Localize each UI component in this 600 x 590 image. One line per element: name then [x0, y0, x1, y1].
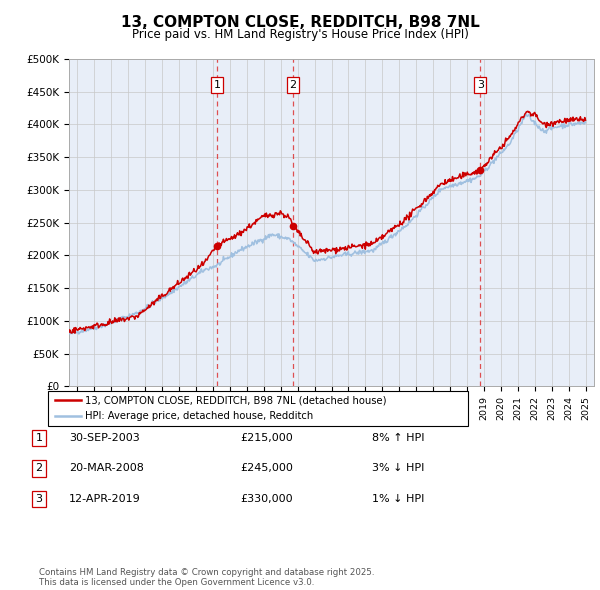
Text: Price paid vs. HM Land Registry's House Price Index (HPI): Price paid vs. HM Land Registry's House …	[131, 28, 469, 41]
Text: HPI: Average price, detached house, Redditch: HPI: Average price, detached house, Redd…	[85, 411, 313, 421]
Text: 1% ↓ HPI: 1% ↓ HPI	[372, 494, 424, 504]
Text: 1: 1	[214, 80, 221, 90]
Text: 8% ↑ HPI: 8% ↑ HPI	[372, 433, 425, 442]
Text: 13, COMPTON CLOSE, REDDITCH, B98 7NL: 13, COMPTON CLOSE, REDDITCH, B98 7NL	[121, 15, 479, 30]
Text: Contains HM Land Registry data © Crown copyright and database right 2025.
This d: Contains HM Land Registry data © Crown c…	[39, 568, 374, 587]
Text: 2: 2	[289, 80, 296, 90]
Text: 3: 3	[35, 494, 43, 504]
Text: £330,000: £330,000	[240, 494, 293, 504]
Text: 3: 3	[476, 80, 484, 90]
Text: 1: 1	[35, 433, 43, 442]
Text: 3% ↓ HPI: 3% ↓ HPI	[372, 464, 424, 473]
Text: £245,000: £245,000	[240, 464, 293, 473]
Text: 30-SEP-2003: 30-SEP-2003	[69, 433, 140, 442]
Text: 2: 2	[35, 464, 43, 473]
Text: £215,000: £215,000	[240, 433, 293, 442]
Text: 13, COMPTON CLOSE, REDDITCH, B98 7NL (detached house): 13, COMPTON CLOSE, REDDITCH, B98 7NL (de…	[85, 395, 387, 405]
Text: 12-APR-2019: 12-APR-2019	[69, 494, 141, 504]
Text: 20-MAR-2008: 20-MAR-2008	[69, 464, 144, 473]
